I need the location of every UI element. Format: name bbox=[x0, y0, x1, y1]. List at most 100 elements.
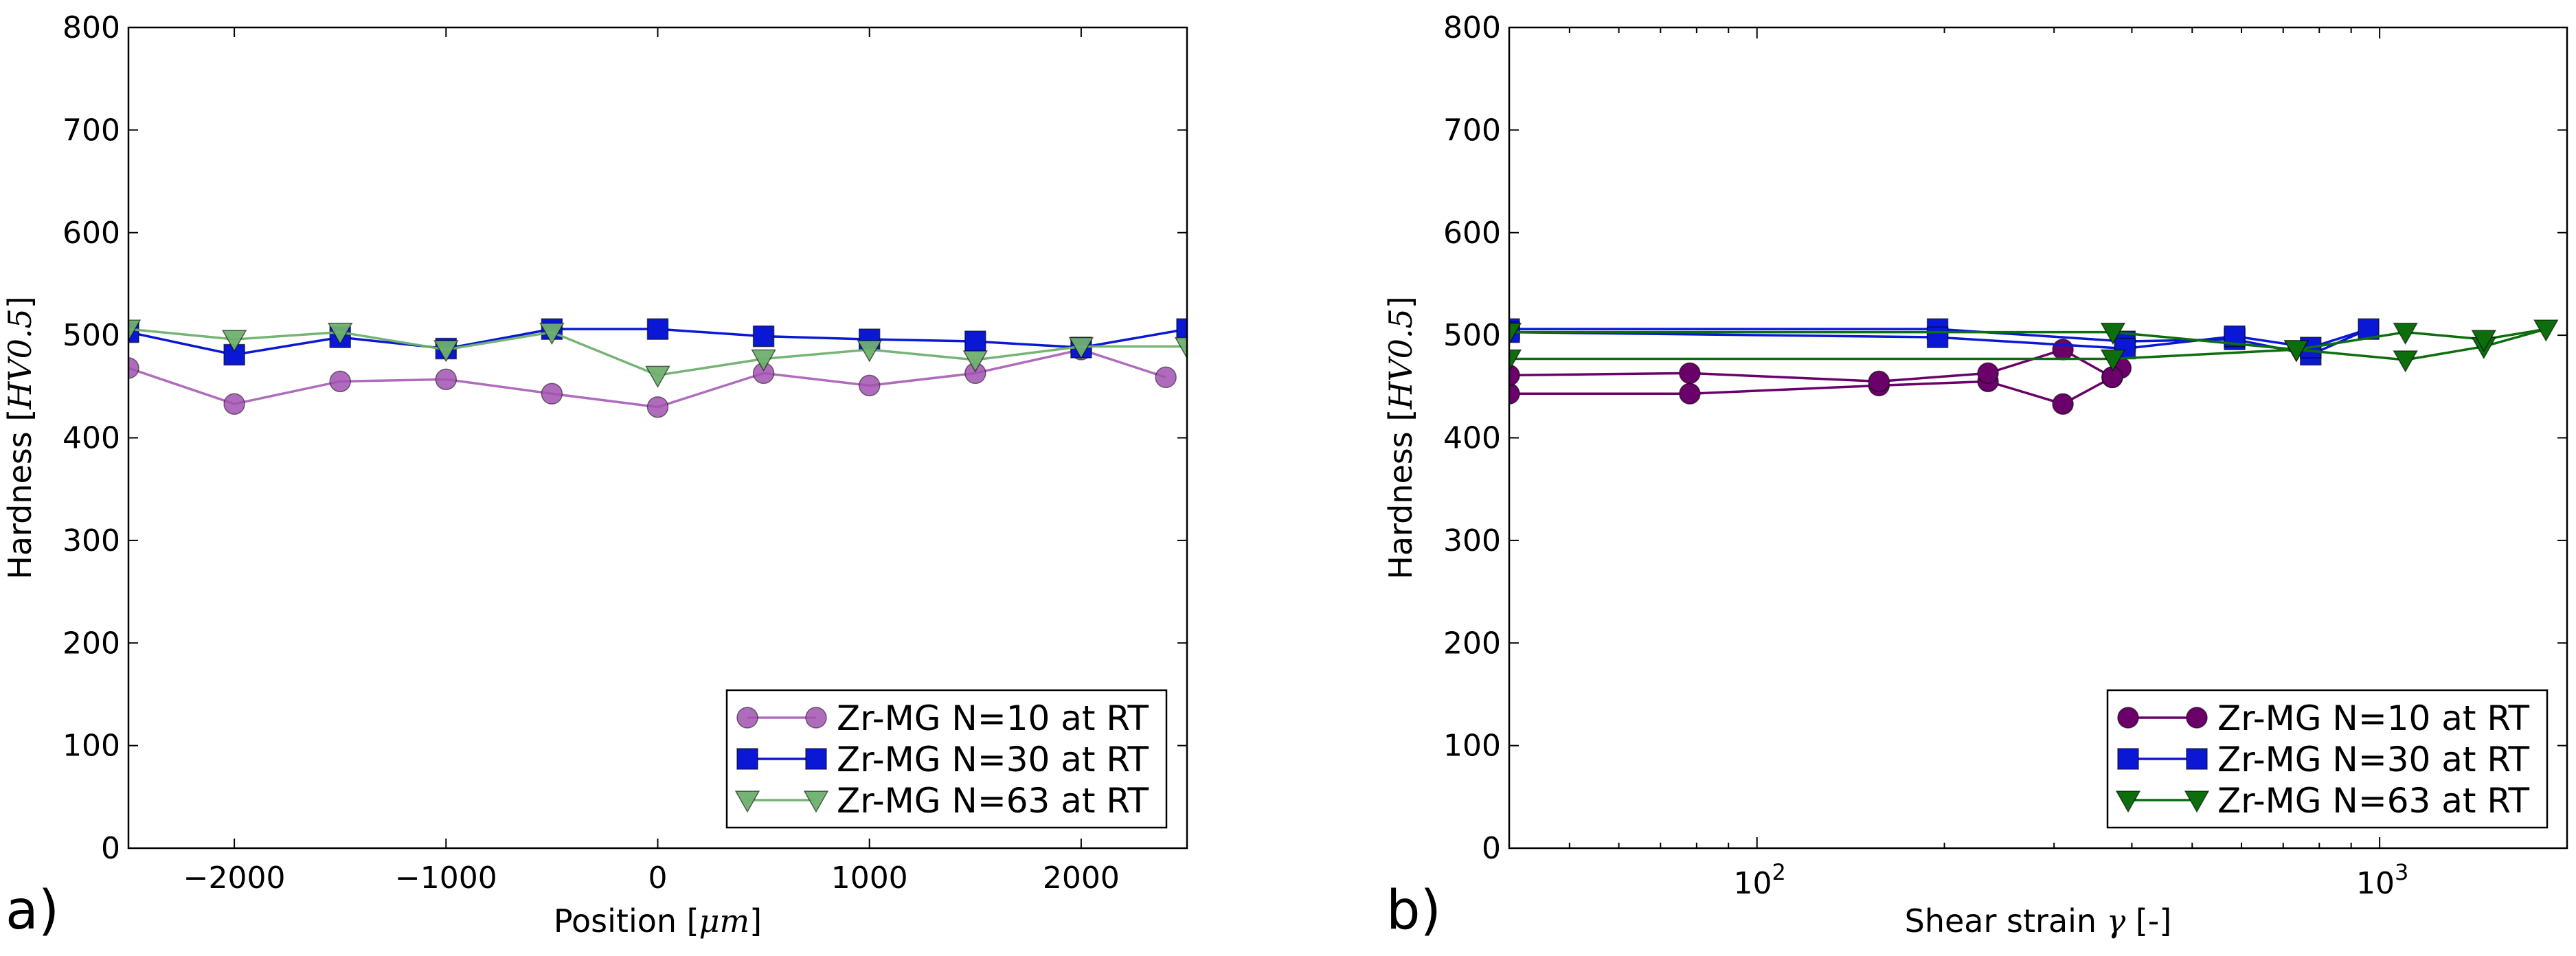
panel-label: b) bbox=[1386, 880, 1441, 942]
y-tick-label: 400 bbox=[63, 421, 120, 456]
y-tick-label: 500 bbox=[63, 318, 120, 353]
y-tick-label: 800 bbox=[63, 10, 120, 45]
legend-label: Zr-MG N=30 at RT bbox=[837, 740, 1149, 779]
axes-frame bbox=[1508, 26, 2568, 850]
y-axis-label-text: Hardness bbox=[1, 431, 38, 579]
legend-label: Zr-MG N=10 at RT bbox=[837, 698, 1149, 738]
legend-marker bbox=[2186, 707, 2208, 729]
legend-marker bbox=[2184, 790, 2210, 813]
legend-label: Zr-MG N=30 at RT bbox=[2217, 740, 2529, 779]
x-tick-label: −1000 bbox=[395, 861, 497, 896]
data-point bbox=[2052, 339, 2074, 361]
legend-marker bbox=[803, 790, 829, 813]
y-axis-label-bracket: ] bbox=[1382, 296, 1419, 308]
y-tick-label: 800 bbox=[1443, 10, 1501, 45]
y-tick-label: 100 bbox=[63, 729, 120, 764]
data-point bbox=[646, 318, 669, 340]
legend-marker bbox=[2117, 748, 2139, 770]
data-point bbox=[221, 330, 247, 352]
legend-label: Zr-MG N=63 at RT bbox=[2217, 781, 2529, 821]
legend-marker bbox=[736, 748, 758, 770]
data-point bbox=[752, 325, 775, 348]
x-tick-label: 103 bbox=[2356, 859, 2408, 901]
y-tick-label: 0 bbox=[1482, 831, 1501, 866]
y-axis-label-bracket: ] bbox=[1, 296, 38, 308]
x-axis-label-bracket: ] bbox=[749, 902, 762, 940]
x-tick-label: 2000 bbox=[1043, 861, 1120, 896]
data-point bbox=[223, 393, 245, 415]
data-point bbox=[964, 330, 986, 352]
data-point bbox=[433, 340, 459, 363]
y-tick-label: 300 bbox=[1443, 523, 1501, 558]
data-point bbox=[1509, 349, 1522, 372]
x-axis-label-symbol: γ bbox=[2107, 902, 2126, 940]
data-point bbox=[435, 368, 457, 391]
x-axis-label-text: Shear strain bbox=[1905, 902, 2097, 940]
data-point bbox=[2100, 349, 2126, 372]
x-tick-label: 1000 bbox=[831, 861, 908, 896]
y-axis-label: Hardness [HV0.5] bbox=[1, 296, 38, 580]
data-point bbox=[858, 374, 881, 397]
y-axis-label: Hardness [HV0.5] bbox=[1382, 296, 1419, 580]
data-point bbox=[645, 365, 670, 388]
legend-label: Zr-MG N=63 at RT bbox=[837, 781, 1149, 821]
y-axis-label-unit: HV0.5 bbox=[1, 308, 38, 410]
data-point bbox=[962, 350, 988, 373]
y-tick-label: 600 bbox=[1443, 216, 1501, 251]
data-point bbox=[2393, 350, 2418, 373]
data-point bbox=[1176, 318, 1187, 340]
legend-marker bbox=[2186, 748, 2208, 770]
data-point bbox=[128, 319, 142, 342]
x-axis-label-bracket: [ bbox=[677, 902, 699, 940]
data-point bbox=[541, 383, 563, 405]
panel-label: a) bbox=[5, 880, 59, 942]
data-point bbox=[1977, 362, 1999, 385]
data-point bbox=[1509, 322, 1522, 345]
y-axis-label-text: Hardness bbox=[1382, 431, 1419, 579]
data-point bbox=[128, 357, 139, 379]
data-point bbox=[2471, 330, 2497, 352]
plot-area bbox=[128, 318, 1187, 418]
data-point bbox=[857, 340, 882, 363]
data-point bbox=[539, 322, 565, 345]
legend-marker bbox=[2117, 707, 2139, 729]
data-point bbox=[1926, 326, 1949, 348]
data-point bbox=[2100, 322, 2126, 345]
y-tick-label: 700 bbox=[63, 113, 120, 148]
x-tick-label: −2000 bbox=[183, 861, 286, 896]
data-point bbox=[751, 349, 776, 372]
series-line bbox=[128, 348, 1166, 409]
y-tick-label: 200 bbox=[63, 626, 120, 661]
y-tick-label: 100 bbox=[1443, 729, 1501, 764]
x-axis-label-text: Position bbox=[554, 902, 677, 940]
x-axis-label-unit: [-] bbox=[2136, 902, 2172, 940]
x-axis-label-space bbox=[2125, 902, 2136, 940]
data-point bbox=[327, 322, 353, 345]
y-axis-label-unit: HV0.5 bbox=[1382, 308, 1419, 410]
data-point bbox=[1679, 362, 1701, 385]
data-point bbox=[1068, 337, 1094, 360]
legend-marker bbox=[805, 707, 827, 729]
x-tick-base: 10 bbox=[1734, 866, 1772, 901]
data-point bbox=[646, 396, 669, 418]
panel-a: 0 100 200 300 400 500 600 700 800 −2000 −1000 0 1000… bbox=[1, 10, 1188, 942]
x-axis-label: Position [μm] bbox=[554, 902, 762, 940]
data-point bbox=[2283, 340, 2309, 363]
y-tick-label: 500 bbox=[1443, 318, 1501, 353]
data-point bbox=[2052, 393, 2074, 415]
data-point bbox=[1174, 337, 1187, 360]
data-point bbox=[1155, 366, 1177, 389]
legend-marker bbox=[736, 707, 758, 729]
data-point bbox=[1868, 370, 1890, 393]
y-axis-label-bracket: [ bbox=[1382, 409, 1419, 432]
y-tick-label: 400 bbox=[1443, 421, 1501, 456]
legend-label: Zr-MG N=10 at RT bbox=[2217, 698, 2529, 738]
legend-marker bbox=[805, 748, 827, 770]
y-tick-label: 300 bbox=[63, 523, 120, 558]
axes-frame bbox=[127, 26, 1188, 850]
x-tick-base: 10 bbox=[2356, 866, 2395, 901]
plot-area bbox=[1509, 318, 2559, 415]
data-point bbox=[1509, 364, 1520, 387]
